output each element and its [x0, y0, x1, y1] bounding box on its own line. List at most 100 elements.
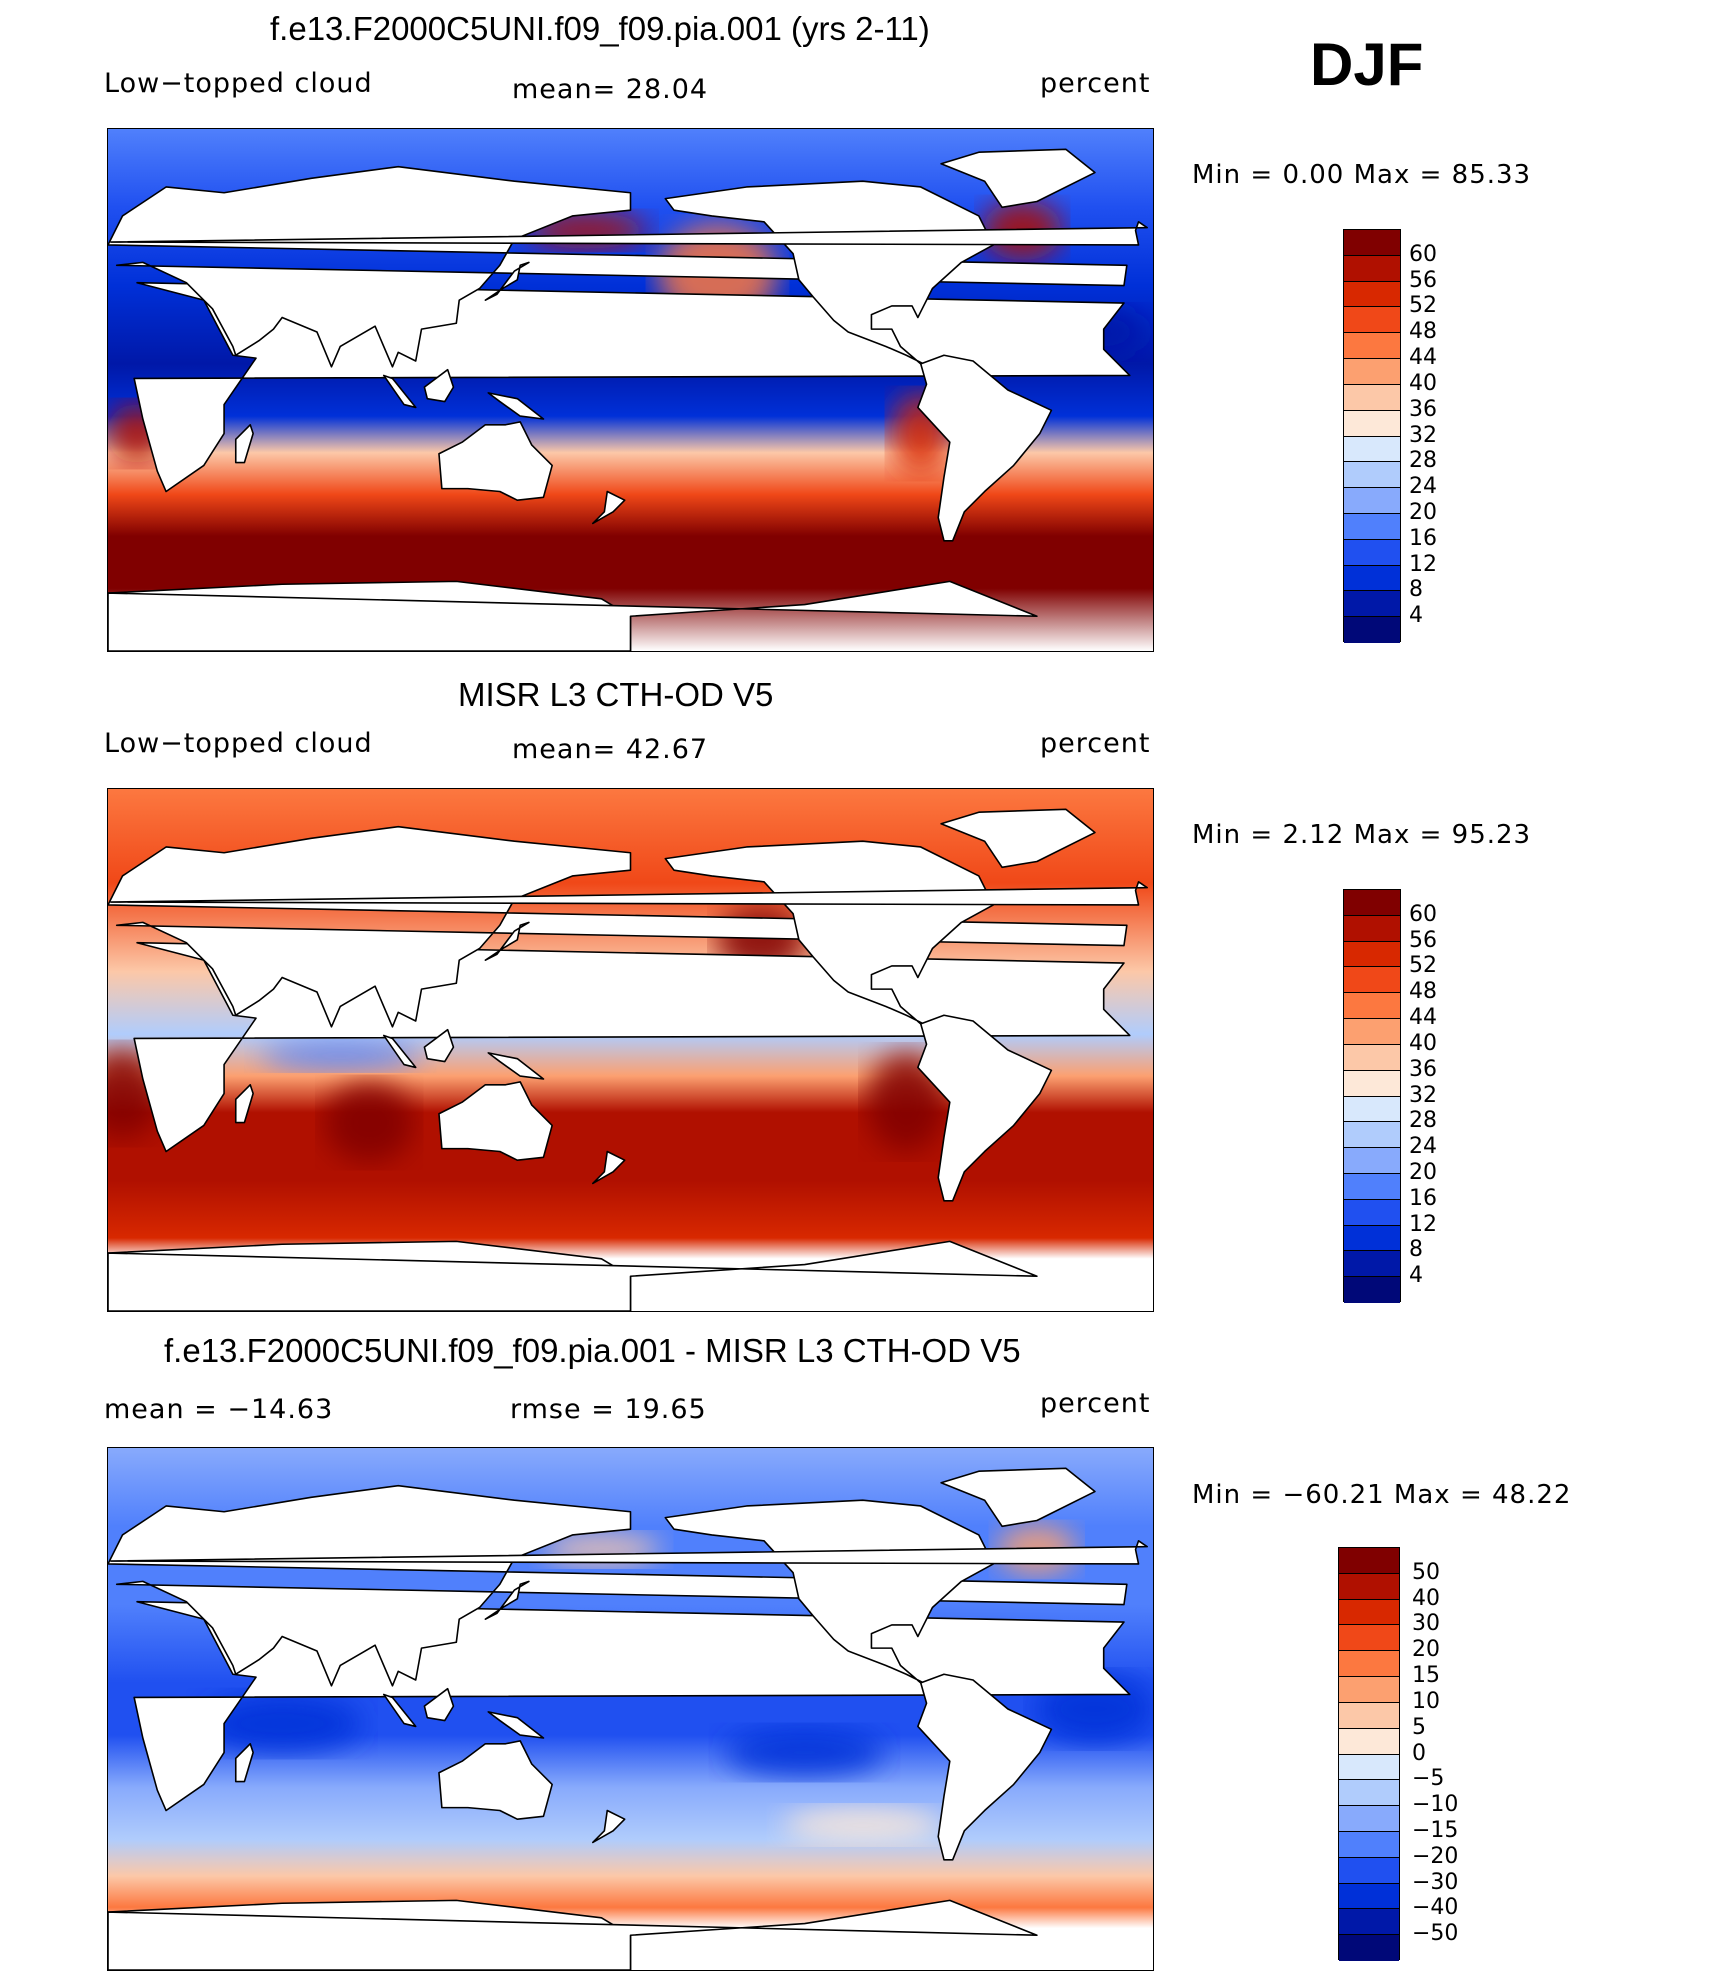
colorbar-level-label: 12	[1409, 1211, 1437, 1237]
land-uk	[110, 881, 1149, 906]
colorbar-swatch	[1344, 488, 1400, 514]
season-label: DJF	[1310, 31, 1424, 98]
land-uk	[110, 221, 1149, 246]
colorbar-swatch	[1344, 993, 1400, 1020]
colorbar-swatch	[1344, 1019, 1400, 1045]
land-samerica	[917, 354, 1053, 542]
colorbar-level-label: 20	[1409, 1159, 1437, 1185]
land-madagascar	[234, 1083, 254, 1124]
land-greenland	[940, 808, 1096, 869]
colorbar-swatch	[1344, 1096, 1400, 1123]
colorbar-swatch	[1344, 359, 1400, 385]
colorbar-swatch	[1339, 1754, 1399, 1781]
colorbar-level-label: 20	[1409, 499, 1437, 525]
panel1-title: f.e13.F2000C5UNI.f09_f09.pia.001 (yrs 2-…	[270, 10, 930, 47]
colorbar-swatch	[1339, 1883, 1399, 1910]
colorbar-swatch	[1344, 513, 1400, 540]
colorbar-level-label: 20	[1412, 1637, 1440, 1663]
field-anomaly	[782, 1807, 943, 1843]
land-newzealand	[591, 490, 626, 525]
panel2-mean-label: mean= 42.67	[512, 734, 709, 765]
colorbar-level-label: 56	[1409, 267, 1437, 293]
colorbar-swatch	[1344, 462, 1400, 489]
land-uk	[110, 1540, 1149, 1565]
colorbar-level-label: −10	[1412, 1792, 1459, 1818]
land-eurasia	[108, 825, 1128, 1028]
colorbar-swatch	[1339, 1935, 1399, 1961]
land-newguinea	[487, 1052, 545, 1080]
colorbar-swatch	[1339, 1599, 1399, 1626]
panel2-variable-label: Low−topped cloud	[104, 728, 373, 759]
colorbar-swatch	[1339, 1548, 1399, 1574]
panel3-min-max: Min = −60.21 Max = 48.22	[1192, 1480, 1572, 1510]
panel2-map	[107, 788, 1154, 1312]
colorbar-level-label: 44	[1409, 1005, 1437, 1031]
colorbar-swatch	[1344, 967, 1400, 994]
colorbar-level-label: −15	[1412, 1817, 1459, 1843]
land-madagascar	[234, 423, 254, 464]
land-australia	[438, 421, 553, 501]
colorbar-level-label: 40	[1409, 1030, 1437, 1056]
panel1-min-max: Min = 0.00 Max = 85.33	[1192, 160, 1532, 190]
colorbar-swatch	[1344, 1225, 1400, 1252]
colorbar-level-label: 15	[1412, 1663, 1440, 1689]
colorbar-level-label: 0	[1412, 1740, 1426, 1766]
colorbar-level-label: 32	[1409, 422, 1437, 448]
colorbar-swatch	[1344, 1199, 1400, 1226]
land-sumatra	[382, 374, 417, 409]
land-sumatra	[382, 1693, 417, 1728]
panel3-mean-label: mean = −14.63	[104, 1394, 334, 1425]
colorbar-swatch	[1339, 1831, 1399, 1858]
colorbar-level-label: 60	[1409, 901, 1437, 927]
panel2-min-max: Min = 2.12 Max = 95.23	[1192, 820, 1532, 850]
panel3-title: f.e13.F2000C5UNI.f09_f09.pia.001 - MISR …	[164, 1332, 1021, 1369]
colorbar-swatch	[1339, 1857, 1399, 1884]
colorbar-level-label: 40	[1409, 370, 1437, 396]
colorbar-swatches	[1343, 889, 1401, 1303]
land-antarctica2	[108, 1240, 1038, 1311]
colorbar-swatch	[1344, 915, 1400, 942]
field-anomaly	[324, 1082, 415, 1163]
colorbar-level-label: 8	[1409, 1237, 1423, 1263]
colorbar-swatch	[1344, 1122, 1400, 1149]
colorbar-swatch	[1344, 1070, 1400, 1097]
colorbar-swatch	[1344, 1044, 1400, 1071]
colorbar-level-label: 5	[1412, 1714, 1426, 1740]
land-samerica	[917, 1014, 1053, 1202]
land-japan	[484, 1580, 530, 1620]
land-madagascar	[234, 1742, 254, 1783]
colorbar-level-label: 24	[1409, 1134, 1437, 1160]
colorbar-swatch	[1344, 941, 1400, 968]
land-greenland	[940, 148, 1096, 209]
colorbar-swatch	[1344, 410, 1400, 437]
colorbar-level-label: 48	[1409, 319, 1437, 345]
panel1-map	[107, 128, 1154, 652]
land-japan	[484, 261, 530, 301]
colorbar-swatch	[1344, 281, 1400, 308]
colorbar-level-label: 4	[1409, 1263, 1423, 1289]
colorbar-level-label: −50	[1412, 1921, 1459, 1947]
land-borneo	[423, 1687, 455, 1722]
colorbar-swatch	[1339, 1625, 1399, 1652]
colorbar-swatch	[1344, 1277, 1400, 1303]
land-borneo	[423, 368, 455, 403]
colorbar-swatch	[1344, 255, 1400, 282]
colorbar-level-label: 40	[1412, 1585, 1440, 1611]
colorbar-swatch	[1339, 1677, 1399, 1703]
colorbar-level-label: 28	[1409, 1108, 1437, 1134]
colorbar-swatches	[1338, 1547, 1400, 1961]
colorbar-level-label: −5	[1412, 1766, 1445, 1792]
land-newguinea	[487, 1711, 545, 1739]
panel3-units-label: percent	[1040, 1388, 1151, 1419]
colorbar-swatch	[1344, 333, 1400, 360]
land-australia	[438, 1081, 553, 1161]
colorbar-level-label: −40	[1412, 1895, 1459, 1921]
land-newzealand	[591, 1809, 626, 1844]
colorbar-swatch	[1344, 565, 1400, 592]
panel2-title: MISR L3 CTH-OD V5	[458, 676, 774, 713]
colorbar-swatch	[1344, 1173, 1400, 1200]
colorbar-swatch	[1344, 591, 1400, 618]
colorbar-swatch	[1339, 1573, 1399, 1600]
colorbar-swatch	[1339, 1780, 1399, 1807]
panel1-units-label: percent	[1040, 68, 1151, 99]
